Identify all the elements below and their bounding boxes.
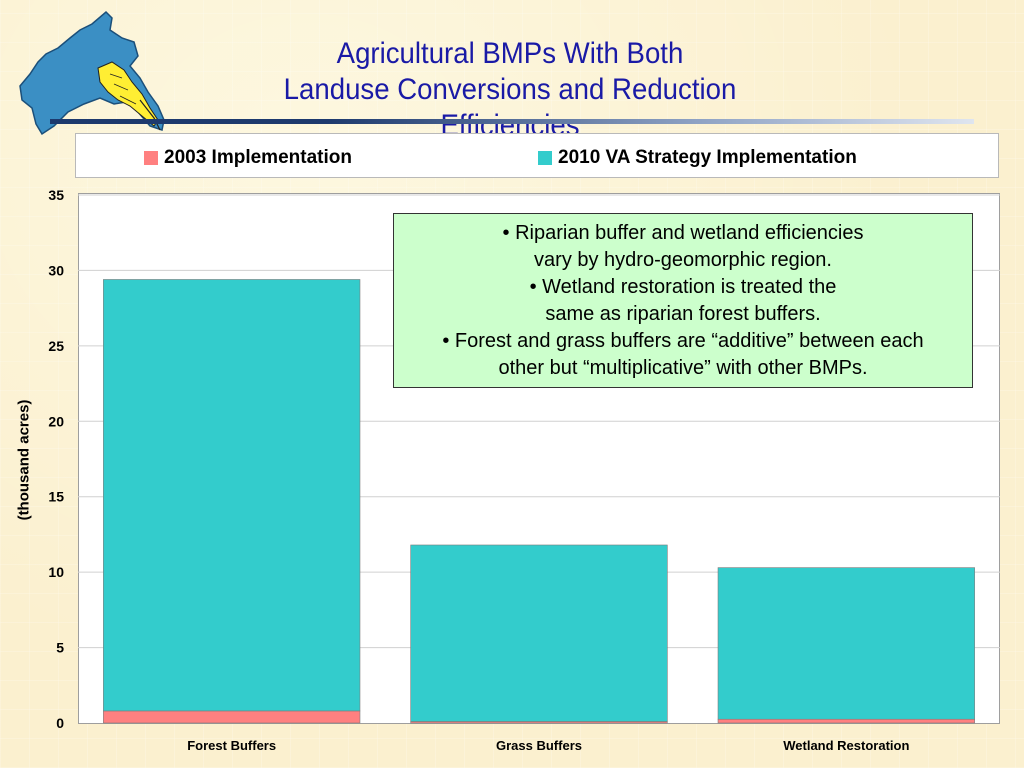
y-tick-label: 5 [56, 640, 64, 656]
legend-item-2010: 2010 VA Strategy Implementation [538, 147, 857, 169]
title-divider [50, 119, 974, 124]
annotation-box: • Riparian buffer and wetland efficienci… [393, 213, 973, 388]
legend-item-2003: 2003 Implementation [144, 147, 352, 169]
bar-segment-2010 [717, 567, 975, 720]
annotation-line: other but “multiplicative” with other BM… [498, 357, 868, 379]
y-tick-label: 20 [48, 413, 64, 429]
bar-segment-2010 [410, 544, 668, 722]
y-tick-label: 10 [48, 564, 64, 580]
y-tick-label: 15 [48, 489, 64, 505]
title-line-2: Landuse Conversions and Reduction Effici… [283, 73, 737, 142]
legend-label-2010: 2010 VA Strategy Implementation [558, 147, 857, 168]
y-tick-label: 35 [48, 187, 64, 203]
x-tick-label: Forest Buffers [187, 738, 276, 753]
annotation-line: • Riparian buffer and wetland efficienci… [502, 222, 864, 244]
annotation-line: • Forest and grass buffers are “additive… [442, 330, 924, 352]
bar-segment-2003 [103, 710, 361, 724]
page-title: Agricultural BMPs With Both Landuse Conv… [216, 36, 805, 144]
y-tick-label: 30 [48, 262, 64, 278]
x-tick-label: Grass Buffers [496, 738, 582, 753]
y-axis-label: (thousand acres) [15, 399, 33, 521]
annotation-line: vary by hydro-geomorphic region. [534, 249, 832, 271]
legend-label-2003: 2003 Implementation [164, 147, 352, 168]
annotation-line: same as riparian forest buffers. [545, 303, 821, 325]
y-tick-label: 25 [48, 338, 64, 354]
bar-segment-2003 [717, 718, 975, 724]
x-tick-label: Wetland Restoration [783, 738, 909, 753]
chart-legend: 2003 Implementation 2010 VA Strategy Imp… [75, 133, 999, 178]
title-line-1: Agricultural BMPs With Both [336, 37, 684, 70]
y-tick-label: 0 [56, 715, 64, 731]
legend-swatch-2003 [144, 151, 158, 165]
annotation-line: • Wetland restoration is treated the [529, 276, 837, 298]
legend-swatch-2010 [538, 151, 552, 165]
bar-segment-2010 [103, 279, 361, 712]
chesapeake-bay-watershed-map-icon [19, 10, 165, 136]
